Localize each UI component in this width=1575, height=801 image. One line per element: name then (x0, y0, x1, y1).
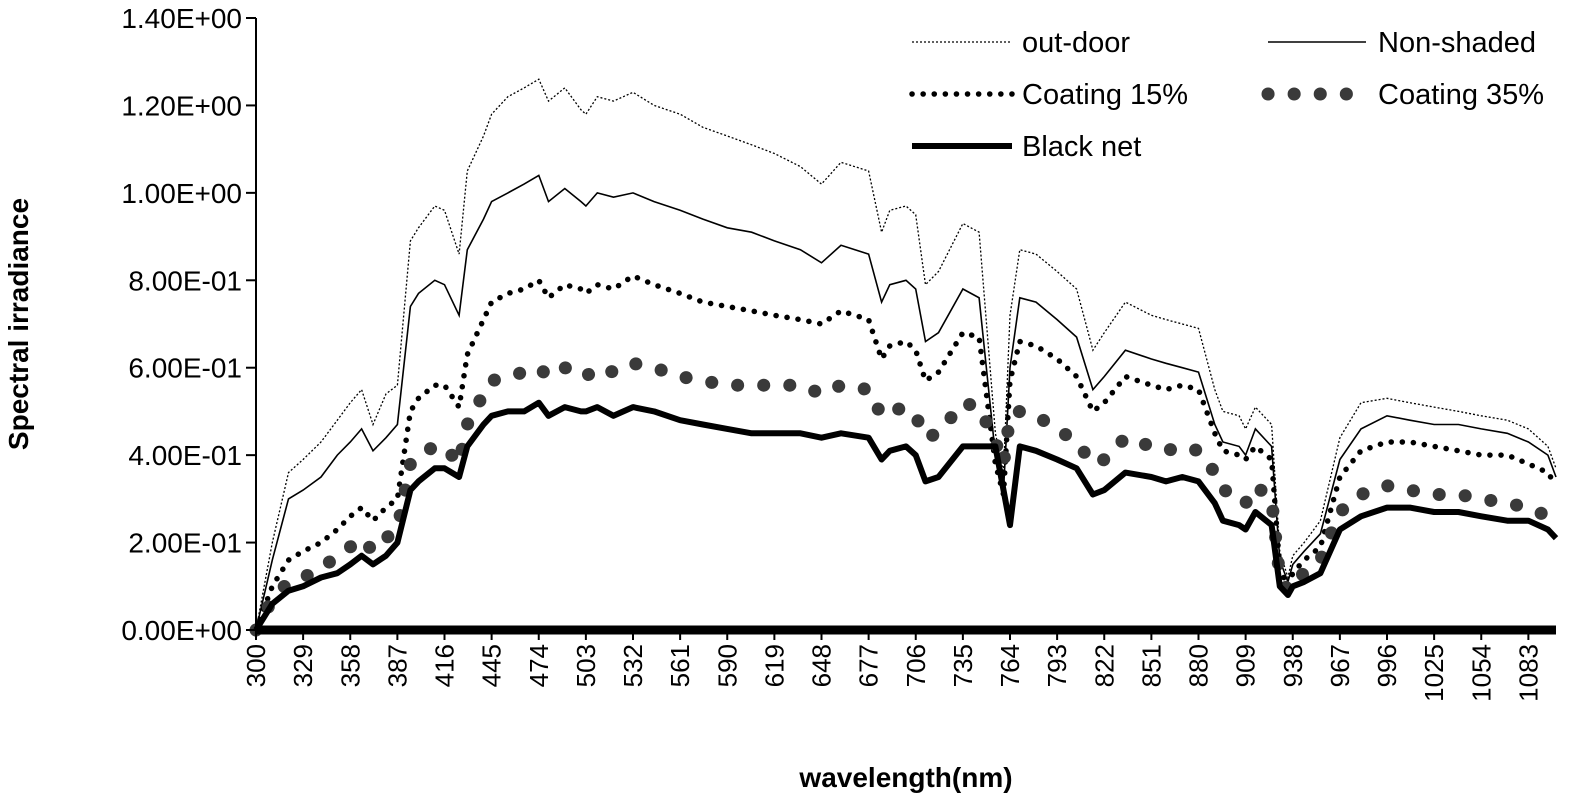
x-tick-label: 967 (1325, 644, 1355, 687)
x-tick-label: 764 (995, 644, 1025, 687)
x-axis-ticks: 300 329 358 387 416 445 474 503 532 561 590 619 648 6… (241, 630, 1543, 702)
x-tick-label: 677 (854, 644, 884, 687)
y-tick-label: 4.00E-01 (128, 440, 242, 471)
y-axis-title: Spectral irradiance (3, 198, 34, 450)
x-tick-label: 619 (759, 644, 789, 687)
x-tick-label: 822 (1089, 644, 1119, 687)
x-tick-label: 503 (571, 644, 601, 687)
x-tick-label: 532 (618, 644, 648, 687)
x-tick-label: 996 (1372, 644, 1402, 687)
x-tick-label: 329 (288, 644, 318, 687)
legend-label-out-door: out-door (1022, 27, 1130, 59)
y-tick-label: 2.00E-01 (128, 528, 242, 559)
x-tick-label: 300 (241, 644, 271, 687)
y-tick-label: 8.00E-01 (128, 265, 242, 296)
legend-label-black-net: Black net (1022, 131, 1141, 163)
x-tick-label: 909 (1231, 644, 1261, 687)
x-tick-label: 793 (1042, 644, 1072, 687)
x-tick-label: 880 (1184, 644, 1214, 687)
y-tick-label: 0.00E+00 (121, 615, 242, 646)
x-tick-label: 1054 (1466, 644, 1496, 702)
legend: out-door Non-shaded Coating 15% Coating 35%… (909, 27, 1544, 163)
legend-label-coating-35: Coating 35% (1378, 79, 1544, 111)
y-tick-label: 6.00E-01 (128, 353, 242, 384)
x-tick-label: 416 (430, 644, 460, 687)
legend-label-non-shaded: Non-shaded (1378, 27, 1536, 59)
x-tick-label: 1025 (1419, 644, 1449, 702)
y-tick-label: 1.40E+00 (121, 3, 242, 34)
x-tick-label: 648 (807, 644, 837, 687)
x-tick-label: 1083 (1513, 644, 1543, 702)
x-tick-label: 735 (948, 644, 978, 687)
x-tick-label: 561 (665, 644, 695, 687)
x-tick-label: 706 (901, 644, 931, 687)
x-tick-label: 445 (477, 644, 507, 687)
x-axis-title: wavelength(nm) (798, 762, 1012, 793)
x-tick-label: 851 (1136, 644, 1166, 687)
x-tick-label: 474 (524, 644, 554, 687)
y-axis-ticks: 0.00E+00 2.00E-01 4.00E-01 6.00E-01 8.00E-01… (121, 3, 256, 646)
x-tick-label: 358 (335, 644, 365, 687)
x-tick-label: 387 (382, 644, 412, 687)
plot-lines (249, 78, 1563, 637)
series-line-out-door (255, 78, 1557, 631)
x-tick-label: 590 (712, 644, 742, 687)
y-tick-label: 1.00E+00 (121, 178, 242, 209)
y-tick-label: 1.20E+00 (121, 90, 242, 121)
series-line-non-shaded (255, 174, 1557, 631)
x-tick-label: 938 (1278, 644, 1308, 687)
series-line-black-net (253, 399, 1559, 632)
legend-label-coating-15: Coating 15% (1022, 79, 1188, 111)
